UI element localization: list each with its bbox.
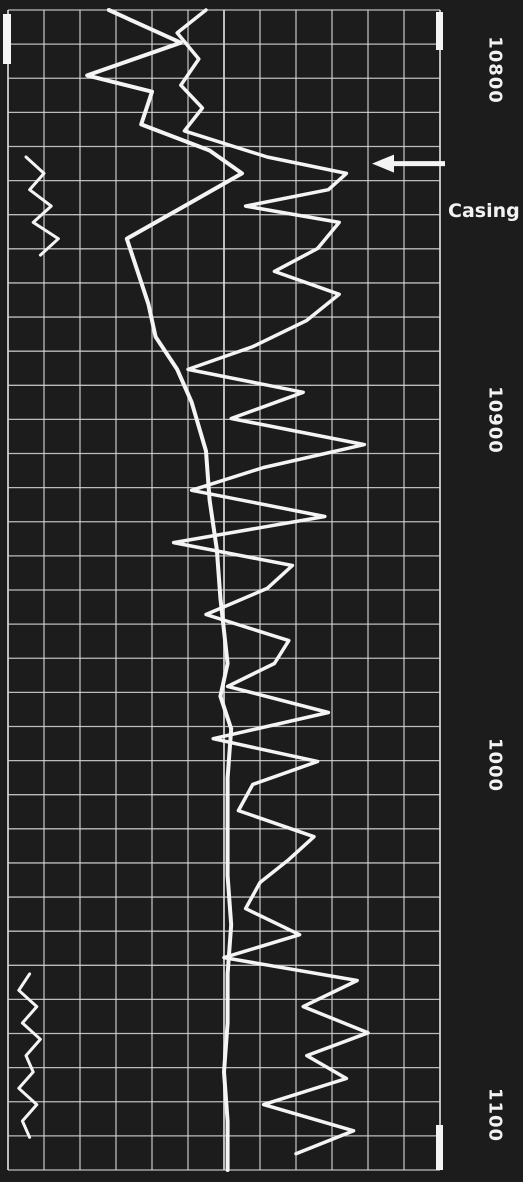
log-curve-3 xyxy=(24,155,60,257)
track-tick-top-right xyxy=(436,12,443,50)
casing-arrow-head xyxy=(372,154,394,173)
track-tick-top-left xyxy=(3,14,11,64)
log-curve-2 xyxy=(171,8,370,1156)
log-curve-1 xyxy=(85,8,244,1172)
track-tick-bottom-right xyxy=(436,1125,443,1170)
depth-label-1000: 1000 xyxy=(484,737,506,793)
depth-label-10800: 10800 xyxy=(484,36,506,104)
depth-label-10900: 10900 xyxy=(484,386,506,454)
depth-label-1100: 1100 xyxy=(484,1087,506,1143)
casing-annotation: Casing xyxy=(448,200,520,222)
log-curve-4 xyxy=(17,972,42,1139)
